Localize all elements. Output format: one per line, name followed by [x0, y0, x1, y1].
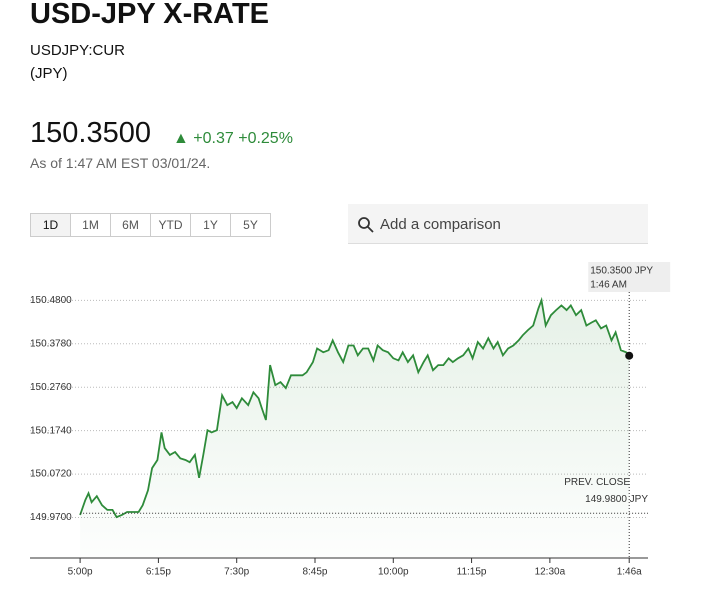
change: ▲ +0.37 +0.25%: [173, 130, 293, 147]
currency: (JPY): [30, 65, 68, 82]
x-tick-label: 10:00p: [378, 567, 409, 578]
y-tick-label: 150.3780: [30, 338, 72, 349]
range-button[interactable]: 5Y: [230, 214, 270, 236]
line: [79, 296, 630, 519]
tooltip-time: 1:46 AM: [590, 280, 627, 291]
range-selector: 1D 1M 6M YTD 1Y 5Y: [30, 213, 271, 237]
search-icon: [358, 217, 374, 233]
y-tick-label: 150.0720: [30, 469, 72, 480]
price: 150.3500: [30, 117, 151, 149]
range-button[interactable]: YTD: [150, 214, 190, 236]
x-tick-label: 6:15p: [146, 567, 171, 578]
change-value: +0.37: [193, 130, 234, 147]
search-placeholder: Add a comparison: [380, 216, 501, 233]
last-point: [625, 351, 634, 360]
prev-close-label: PREV. CLOSE: [564, 477, 630, 488]
x-tick-label: 7:30p: [224, 567, 249, 578]
range-button[interactable]: 1Y: [190, 214, 230, 236]
area: [80, 300, 630, 558]
ticker: USDJPY:CUR: [30, 42, 126, 59]
y-tick-label: 150.1740: [30, 425, 72, 436]
as-of: As of 1:47 AM EST 03/01/24.: [30, 155, 211, 171]
tooltip-bg: [588, 262, 671, 292]
range-button[interactable]: 1D: [31, 214, 70, 236]
title: USD-JPY X-RATE: [30, 0, 270, 30]
change-pct: +0.25%: [238, 130, 293, 147]
y-tick-label: 149.9700: [30, 512, 72, 523]
tooltip-value: 150.3500 JPY: [590, 266, 653, 277]
y-tick-label: 150.4800: [30, 295, 72, 306]
x-tick-label: 11:15p: [457, 567, 487, 578]
x-tick-label: 12:30a: [535, 567, 566, 578]
prev-close-value: 149.9800 JPY: [585, 494, 648, 505]
y-tick-label: 150.2760: [30, 382, 72, 393]
range-button[interactable]: 1M: [70, 214, 110, 236]
x-tick-label: 8:45p: [302, 567, 327, 578]
range-button[interactable]: 6M: [110, 214, 150, 236]
x-tick-label: 5:00p: [68, 567, 93, 578]
search-box[interactable]: Add a comparison: [348, 204, 648, 244]
x-tick-label: 1:46a: [617, 567, 642, 578]
